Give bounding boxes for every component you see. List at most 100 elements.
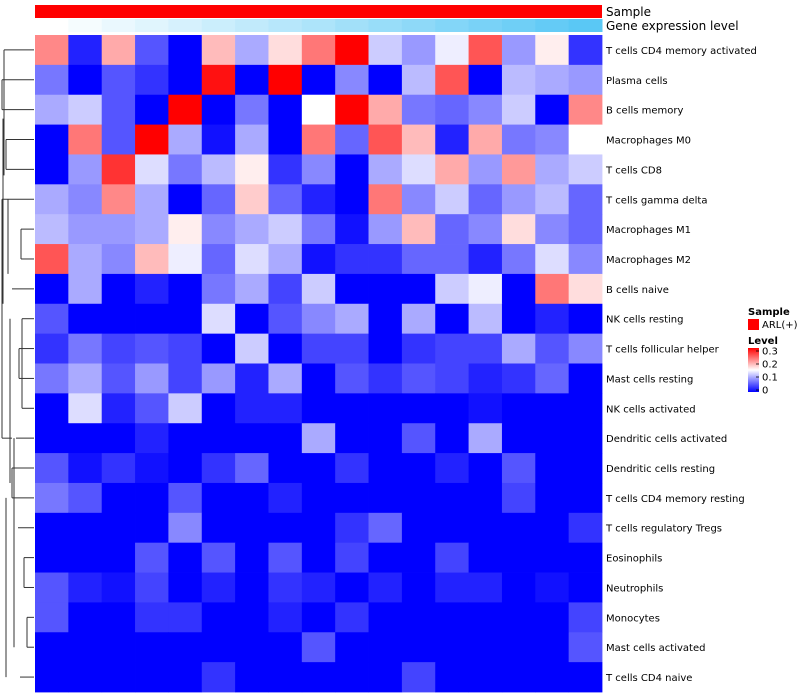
heatmap-cell (335, 154, 369, 185)
heatmap-cell (501, 363, 536, 394)
annotation-cell-gene-expression (568, 19, 603, 32)
heatmap-cell (35, 154, 69, 185)
heatmap-cell (68, 244, 103, 275)
heatmap-cell (168, 244, 203, 275)
heatmap-cell (535, 124, 570, 155)
annotation-cell-gene-expression (201, 19, 236, 32)
row-label: Macrophages M0 (606, 136, 691, 147)
heatmap-cell (235, 333, 269, 364)
heatmap-cell (401, 602, 436, 633)
heatmap-cell (468, 35, 503, 66)
heatmap-cell (135, 273, 169, 305)
heatmap-cell (301, 64, 336, 96)
annotation-cell-gene-expression (35, 19, 69, 32)
heatmap-cell (468, 453, 503, 484)
heatmap-cell (68, 393, 103, 424)
heatmap-cell (135, 35, 169, 66)
heatmap-cell (135, 303, 169, 335)
heatmap-cell (35, 482, 69, 514)
heatmap-cell (435, 662, 469, 693)
heatmap-cell (268, 632, 303, 663)
row-label: Plasma cells (606, 76, 668, 87)
heatmap-cell (368, 64, 403, 96)
heatmap-cell (268, 124, 303, 155)
heatmap-cell (568, 393, 603, 424)
heatmap-cell (301, 423, 336, 454)
heatmap-cell (535, 393, 570, 424)
row-label: Mast cells activated (606, 643, 705, 654)
legend-sample-entry: ARL(+) (762, 320, 798, 331)
heatmap-cell (135, 393, 169, 424)
heatmap-cell (435, 94, 469, 125)
heatmap-cell (168, 124, 203, 155)
heatmap-cell (68, 214, 103, 245)
heatmap-cell (168, 64, 203, 96)
heatmap-cell (368, 453, 403, 484)
row-label: Eosinophils (606, 554, 662, 565)
heatmap-cell (501, 244, 536, 275)
heatmap-cell (501, 393, 536, 424)
heatmap-cell (68, 154, 103, 185)
heatmap-cell (201, 393, 236, 424)
heatmap-cell (135, 572, 169, 603)
row-label: Monocytes (606, 613, 660, 624)
annotation-bar-sample (35, 5, 602, 18)
heatmap-cell (135, 512, 169, 544)
heatmap-cell (68, 453, 103, 484)
heatmap-cell (235, 393, 269, 424)
heatmap-cell (301, 273, 336, 305)
heatmap-cell (301, 244, 336, 275)
heatmap-cell (168, 602, 203, 633)
heatmap-cell (535, 542, 570, 573)
heatmap-cell (401, 453, 436, 484)
heatmap-cell (301, 542, 336, 573)
heatmap-cell (535, 482, 570, 514)
heatmap-cell (568, 602, 603, 633)
row-label: T cells CD4 naive (605, 673, 692, 684)
heatmap-cell (35, 512, 69, 544)
heatmap-cell (168, 453, 203, 484)
heatmap-cell (168, 572, 203, 603)
heatmap-cell (501, 64, 536, 96)
heatmap-cell (135, 154, 169, 185)
heatmap-cell (501, 184, 536, 215)
heatmap-cell (435, 602, 469, 633)
heatmap-cell (101, 124, 136, 155)
heatmap-cell (335, 393, 369, 424)
heatmap-cell (68, 423, 103, 454)
heatmap-cell (335, 482, 369, 514)
heatmap-cell (335, 602, 369, 633)
heatmap-cell (568, 542, 603, 573)
row-label: B cells memory (606, 106, 683, 117)
row-label: B cells naive (606, 285, 669, 296)
heatmap-cell (168, 632, 203, 663)
heatmap-cell (301, 214, 336, 245)
heatmap-cell (35, 64, 69, 96)
heatmap-cell (235, 214, 269, 245)
row-label: T cells regulatory Tregs (605, 524, 722, 535)
heatmap-cell (435, 64, 469, 96)
heatmap-cell (468, 154, 503, 185)
heatmap-cell (568, 154, 603, 185)
heatmap-cell (68, 35, 103, 66)
heatmap-cell (568, 244, 603, 275)
heatmap-cell (535, 35, 570, 66)
heatmap-cell (235, 363, 269, 394)
heatmap-cell (68, 662, 103, 693)
row-label: NK cells activated (606, 404, 696, 415)
legend: Sample ARL(+) Level 0.3 0.2 0.1 0 (748, 307, 798, 397)
heatmap-cell (501, 423, 536, 454)
heatmap-cell (35, 35, 69, 66)
heatmap-cell (435, 632, 469, 663)
heatmap-cell (268, 542, 303, 573)
heatmap-cell (468, 363, 503, 394)
heatmap-cell (201, 333, 236, 364)
heatmap-cell (501, 154, 536, 185)
heatmap-cell (35, 602, 69, 633)
annotation-cell-gene-expression (401, 19, 436, 32)
heatmap-cell (101, 512, 136, 544)
heatmap-cell (368, 333, 403, 364)
heatmap-cell (568, 512, 603, 544)
heatmap-cell (435, 244, 469, 275)
heatmap-cell (201, 273, 236, 305)
